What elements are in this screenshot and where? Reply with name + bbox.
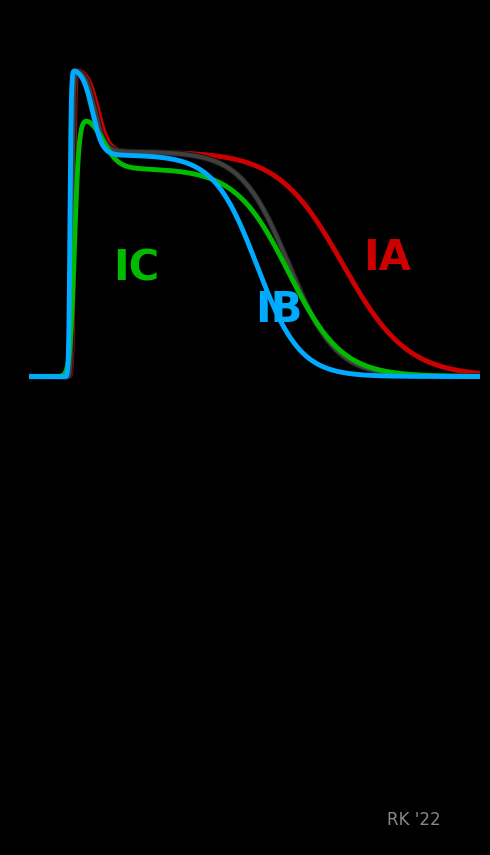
Text: IB: IB <box>255 289 302 332</box>
Text: IA: IA <box>363 237 411 279</box>
Text: RK '22: RK '22 <box>388 811 441 829</box>
Text: IC: IC <box>113 248 159 290</box>
